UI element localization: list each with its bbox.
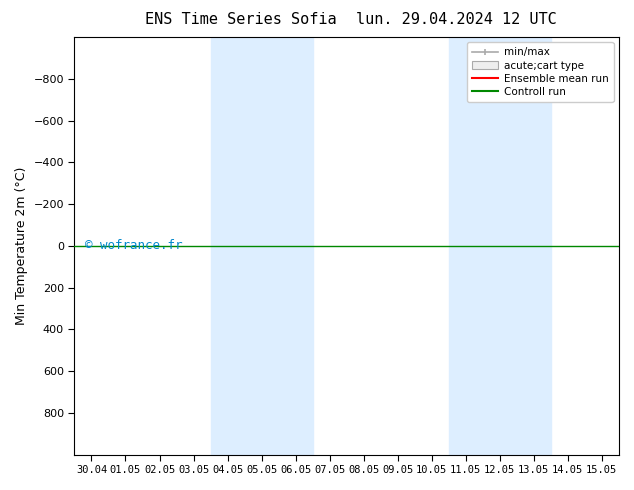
Bar [210, 37, 278, 455]
Text: lun. 29.04.2024 12 UTC: lun. 29.04.2024 12 UTC [356, 12, 557, 27]
Y-axis label: Min Temperature 2m (°C): Min Temperature 2m (°C) [15, 167, 28, 325]
Text: © wofrance.fr: © wofrance.fr [86, 239, 183, 252]
Legend: min/max, acute;cart type, Ensemble mean run, Controll run: min/max, acute;cart type, Ensemble mean … [467, 42, 614, 102]
Bar [482, 37, 551, 455]
Bar [245, 37, 313, 455]
Bar [449, 37, 517, 455]
Text: ENS Time Series Sofia: ENS Time Series Sofia [145, 12, 337, 27]
